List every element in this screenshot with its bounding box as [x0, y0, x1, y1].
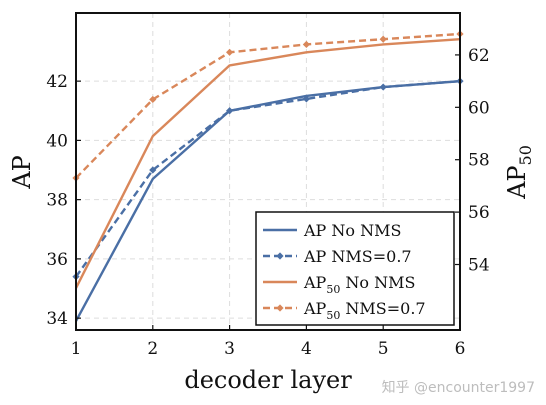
series-line-3 [75, 32, 461, 179]
legend-label-suffix: No NMS [340, 273, 415, 292]
legend-label-sub: 50 [326, 283, 340, 296]
y-right-tick-label: 60 [468, 98, 490, 118]
series-1-point [302, 95, 310, 103]
series-line-2 [74, 38, 461, 289]
x-axis-title: decoder layer [184, 366, 352, 394]
series-3-point [302, 40, 310, 49]
legend-label-2: AP50 No NMS [303, 273, 415, 296]
series-line-1 [75, 79, 461, 278]
legend-label-main: AP No NMS [303, 221, 401, 240]
y-axis-right-title: AP50 [503, 145, 535, 200]
legend-label-1: AP NMS=0.7 [303, 247, 412, 266]
legend-label-main: AP [303, 299, 327, 318]
series-3-point [379, 35, 387, 43]
y-right-tick-label: 58 [468, 151, 490, 171]
y-left-tick-label: 34 [46, 309, 68, 329]
series-3-point [149, 95, 157, 104]
y-right-tick-label: 54 [468, 256, 490, 276]
plot-frame [75, 12, 461, 331]
y-left-tick-label: 40 [46, 131, 68, 151]
watermark: 知乎 @encounter1997 [382, 379, 535, 396]
legend-marker-3 [276, 304, 284, 312]
series-1-point [379, 83, 387, 91]
x-tick-label: 5 [378, 339, 389, 359]
y-right-tick-label: 56 [468, 203, 490, 223]
series-1-point [149, 166, 157, 174]
legend-label-0: AP No NMS [303, 221, 401, 240]
y-left-tick-label: 38 [46, 191, 68, 211]
y-axis-right-title-main: AP [503, 165, 531, 199]
legend-label-sub: 50 [326, 309, 340, 322]
y-axis-left-title: AP [8, 155, 36, 189]
x-tick-label: 1 [71, 339, 82, 359]
series-3-point [226, 48, 234, 56]
series-1-point [226, 107, 234, 115]
legend-label-3: AP50 NMS=0.7 [303, 299, 426, 322]
y-right-tick-label: 62 [468, 46, 490, 66]
legend-label-suffix: NMS=0.7 [340, 299, 425, 318]
legend-label-main: AP NMS=0.7 [303, 247, 412, 266]
legend-label-main: AP [303, 273, 327, 292]
x-tick-label: 2 [147, 339, 158, 359]
x-tick-label: 3 [224, 339, 235, 359]
legend-marker-1 [276, 252, 284, 260]
x-tick-label: 4 [301, 339, 312, 359]
y-axis-right-title-sub: 50 [516, 145, 535, 165]
x-tick-label: 6 [455, 339, 466, 359]
y-left-tick-label: 42 [46, 72, 68, 92]
y-left-tick-label: 36 [46, 250, 68, 270]
